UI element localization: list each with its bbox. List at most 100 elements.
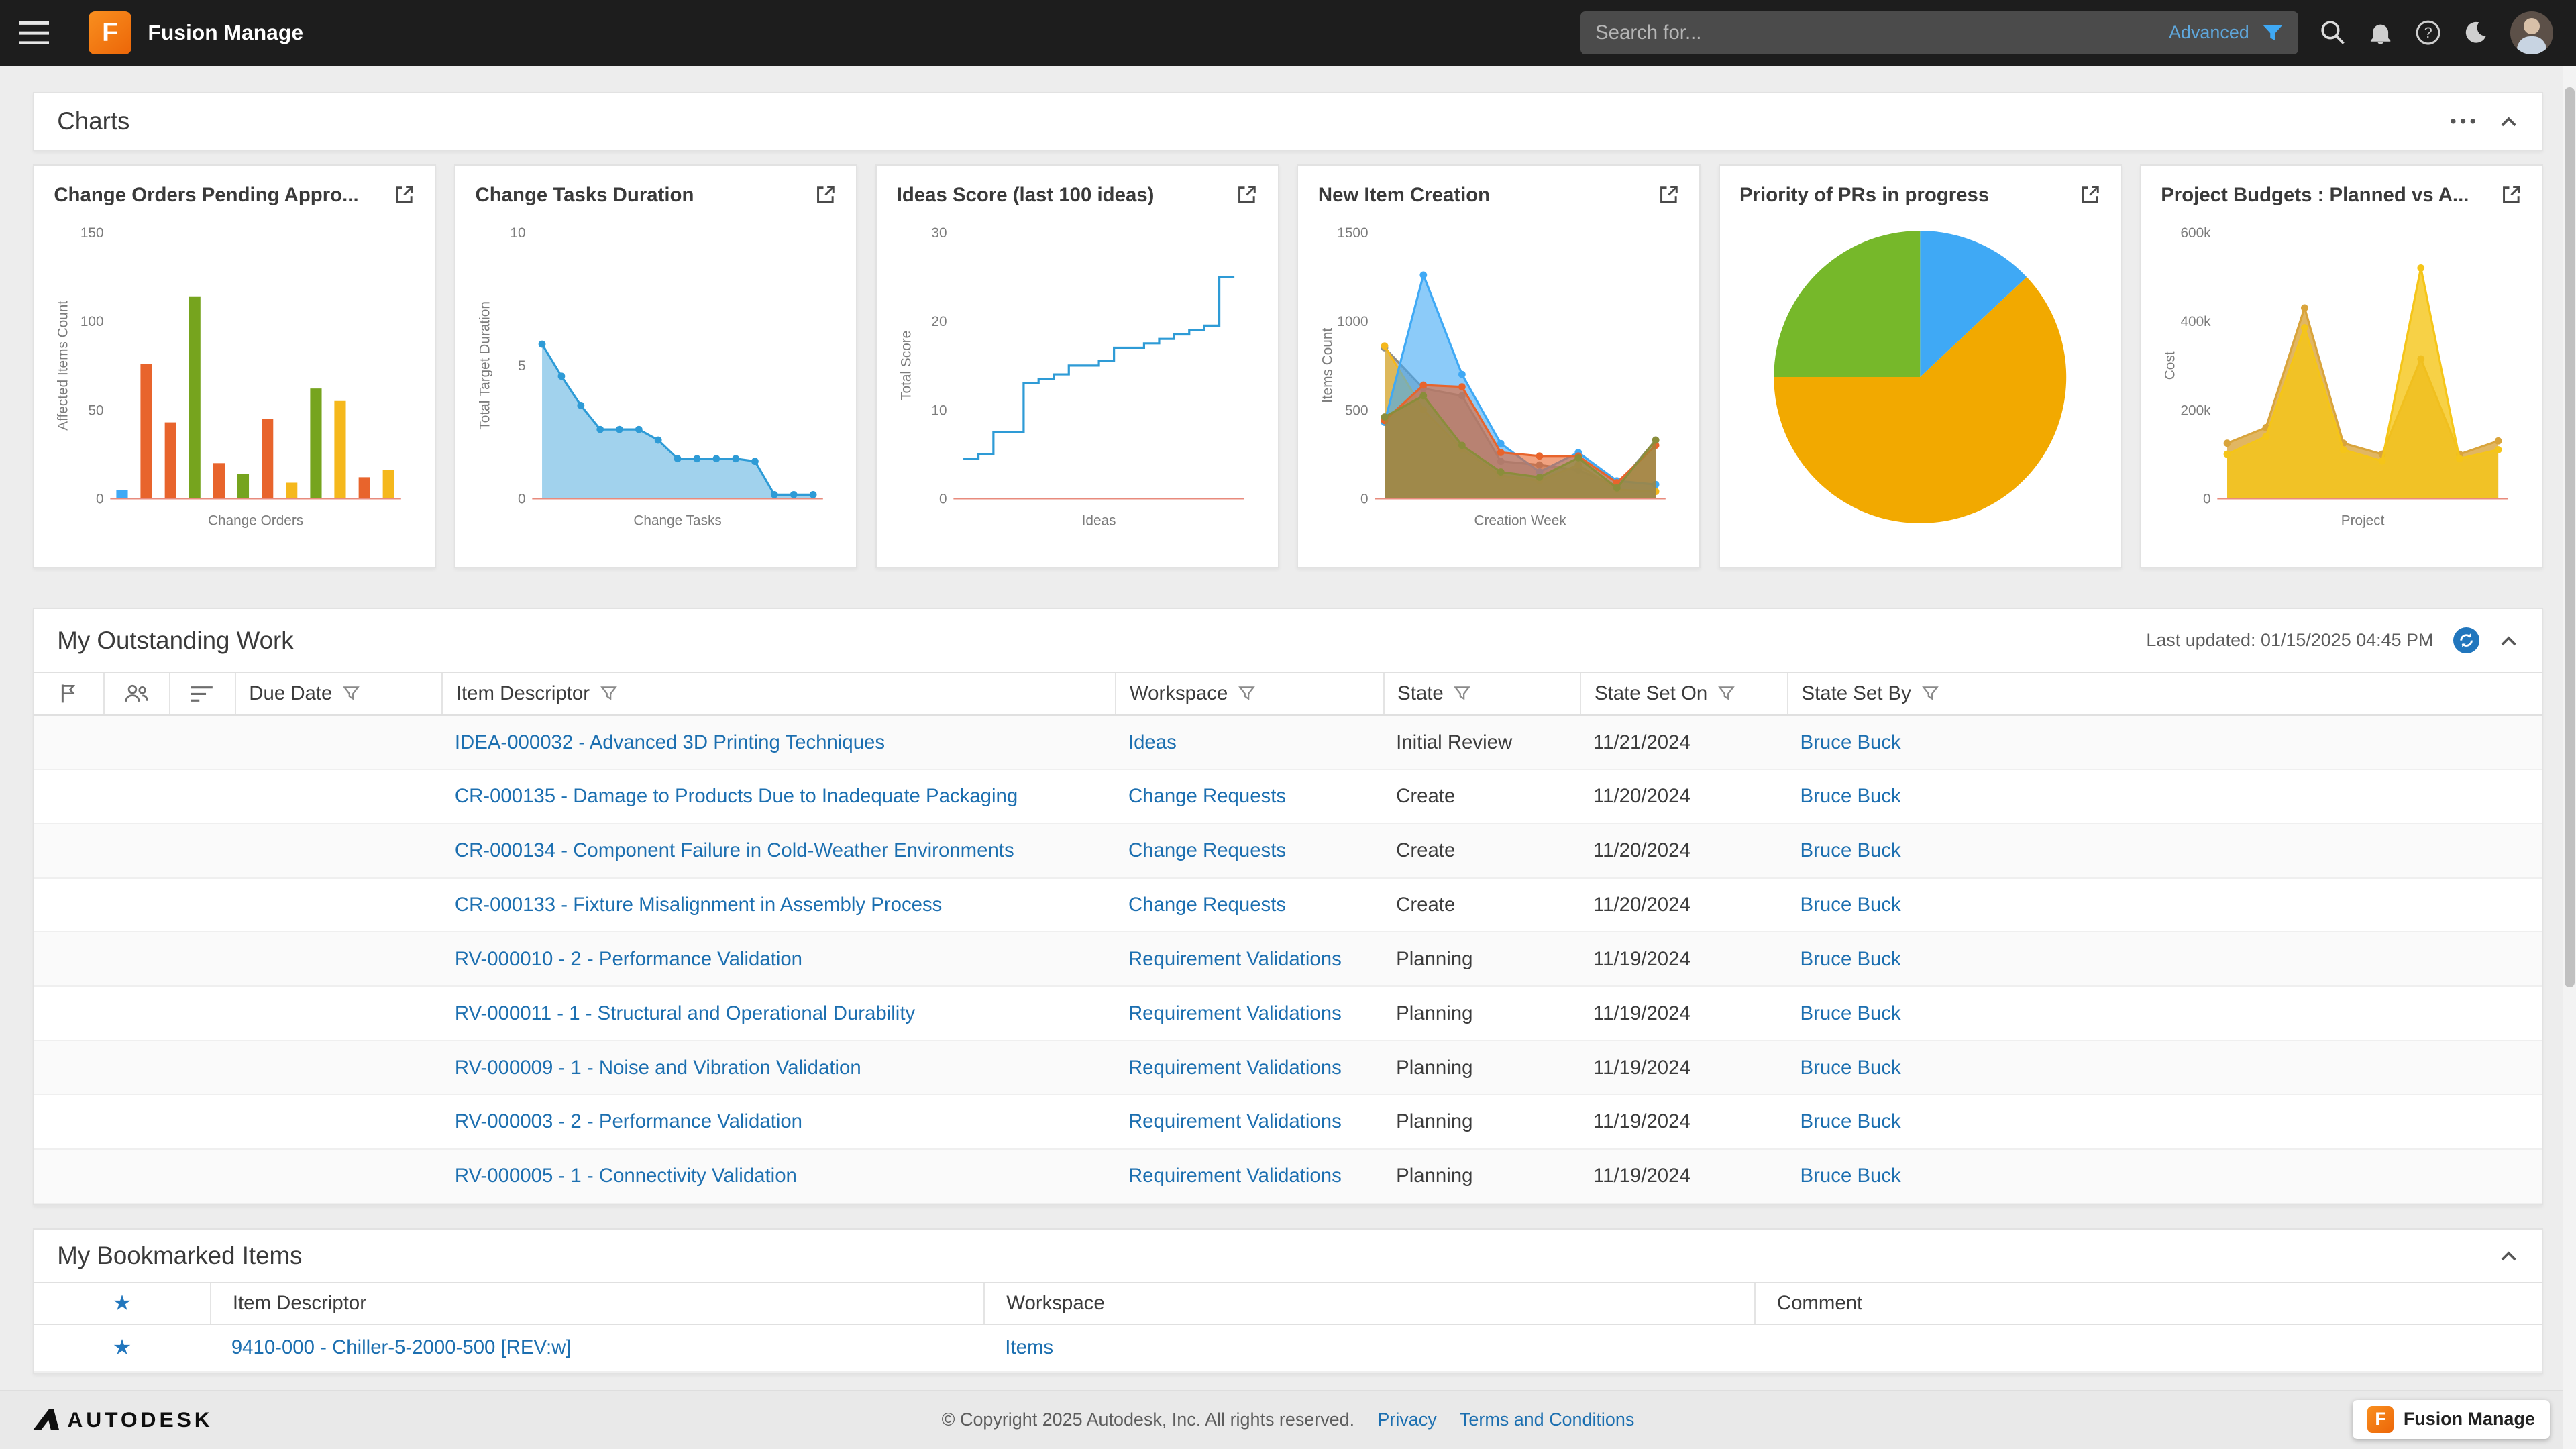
state-set-by-link[interactable]: Bruce Buck (1800, 1002, 1901, 1024)
advanced-search-link[interactable]: Advanced (2169, 22, 2249, 43)
item-descriptor-link[interactable]: CR-000133 - Fixture Misalignment in Asse… (454, 894, 943, 916)
state-cell: Planning (1396, 1110, 1473, 1133)
table-row[interactable]: RV-000010 - 2 - Performance Validation R… (34, 932, 2542, 987)
state-set-by-link[interactable]: Bruce Buck (1800, 731, 1901, 753)
open-chart-icon[interactable] (2080, 184, 2101, 205)
filter-icon[interactable] (1717, 685, 1735, 703)
open-chart-icon[interactable] (394, 184, 415, 205)
table-row[interactable]: RV-000005 - 1 - Connectivity Validation … (34, 1149, 2542, 1204)
column-workspace[interactable]: Workspace (1115, 673, 1383, 715)
workspace-link[interactable]: Requirement Validations (1128, 1165, 1342, 1187)
item-descriptor-link[interactable]: RV-000005 - 1 - Connectivity Validation (454, 1165, 797, 1187)
workspace-link[interactable]: Change Requests (1128, 839, 1287, 862)
table-row[interactable]: IDEA-000032 - Advanced 3D Printing Techn… (34, 716, 2542, 771)
chart-card: Change Tasks Duration 0 5 10 Total Target D… (454, 164, 858, 569)
svg-text:Creation Week: Creation Week (1474, 513, 1566, 529)
column-label-workspace: Workspace (1129, 682, 1228, 705)
column-bookmarked-workspace[interactable]: Workspace (983, 1283, 1754, 1324)
workspace-link[interactable]: Change Requests (1128, 894, 1287, 916)
bookmarked-item-link[interactable]: 9410-000 - Chiller-5-2000-500 [REV:w] (231, 1336, 572, 1359)
column-state[interactable]: State (1383, 673, 1580, 715)
table-row[interactable]: CR-000134 - Component Failure in Cold-We… (34, 824, 2542, 879)
filter-icon[interactable] (1453, 685, 1471, 703)
user-avatar[interactable] (2510, 11, 2553, 54)
filter-icon[interactable] (1921, 685, 1939, 703)
refresh-icon[interactable] (2453, 627, 2479, 654)
help-icon[interactable]: ? (2415, 19, 2441, 46)
charts-section-title: Charts (57, 107, 130, 136)
fusion-manage-badge[interactable]: F Fusion Manage (2352, 1399, 2550, 1440)
autodesk-logo: AUTODESK (32, 1407, 213, 1432)
workspace-link[interactable]: Ideas (1128, 731, 1177, 753)
filter-icon[interactable] (600, 685, 618, 703)
workspace-link[interactable]: Requirement Validations (1128, 1056, 1342, 1079)
table-row[interactable]: CR-000135 - Damage to Products Due to In… (34, 770, 2542, 824)
column-milestones[interactable] (168, 673, 235, 715)
more-options-icon[interactable] (2450, 118, 2476, 125)
open-chart-icon[interactable] (1658, 184, 1680, 205)
scrollbar-thumb[interactable] (2564, 87, 2575, 987)
state-set-on-cell: 11/19/2024 (1593, 1056, 1690, 1079)
svg-text:0: 0 (517, 492, 525, 507)
column-bookmarked-comment[interactable]: Comment (1754, 1283, 2542, 1324)
state-set-by-link[interactable]: Bruce Buck (1800, 1110, 1901, 1133)
open-chart-icon[interactable] (2501, 184, 2522, 205)
item-descriptor-link[interactable]: RV-000003 - 2 - Performance Validation (454, 1110, 803, 1133)
column-item-descriptor[interactable]: Item Descriptor (441, 673, 1115, 715)
theme-toggle-moon-icon[interactable] (2463, 19, 2489, 46)
column-state-set-by[interactable]: State Set By (1786, 673, 2542, 715)
table-row[interactable]: RV-000003 - 2 - Performance Validation R… (34, 1095, 2542, 1150)
last-updated-text: Last updated: 01/15/2025 04:45 PM (2146, 630, 2434, 651)
table-row[interactable]: RV-000009 - 1 - Noise and Vibration Vali… (34, 1041, 2542, 1095)
privacy-link[interactable]: Privacy (1377, 1409, 1437, 1430)
workspace-link[interactable]: Requirement Validations (1128, 947, 1342, 970)
collapse-outstanding-icon[interactable] (2499, 634, 2518, 647)
milestones-icon (191, 686, 213, 702)
collapse-bookmarked-icon[interactable] (2499, 1249, 2518, 1263)
item-descriptor-link[interactable]: CR-000134 - Component Failure in Cold-We… (454, 839, 1014, 862)
column-due-date[interactable]: Due Date (234, 673, 442, 715)
table-row[interactable]: RV-000011 - 1 - Structural and Operation… (34, 987, 2542, 1042)
collapse-charts-icon[interactable] (2499, 115, 2518, 128)
item-descriptor-link[interactable]: IDEA-000032 - Advanced 3D Printing Techn… (454, 731, 885, 753)
column-state-set-on[interactable]: State Set On (1580, 673, 1787, 715)
state-set-by-link[interactable]: Bruce Buck (1800, 894, 1901, 916)
workspace-link[interactable]: Change Requests (1128, 785, 1287, 808)
open-chart-icon[interactable] (1236, 184, 1258, 205)
state-set-on-cell: 11/19/2024 (1593, 947, 1690, 970)
bookmarked-table-header: ★ Item Descriptor Workspace Comment (34, 1282, 2542, 1325)
open-chart-icon[interactable] (815, 184, 837, 205)
workspace-link[interactable]: Requirement Validations (1128, 1002, 1342, 1024)
item-descriptor-link[interactable]: RV-000009 - 1 - Noise and Vibration Vali… (454, 1056, 861, 1079)
column-bookmark-star[interactable]: ★ (34, 1283, 210, 1324)
terms-link[interactable]: Terms and Conditions (1459, 1409, 1635, 1430)
footer-legal: © Copyright 2025 Autodesk, Inc. All righ… (942, 1409, 1635, 1430)
search-input[interactable] (1595, 21, 2156, 44)
filter-icon[interactable] (1238, 685, 1256, 703)
svg-text:50: 50 (89, 403, 104, 419)
state-set-by-link[interactable]: Bruce Buck (1800, 1165, 1901, 1187)
bookmark-star-cell[interactable]: ★ (34, 1337, 210, 1358)
state-set-by-link[interactable]: Bruce Buck (1800, 839, 1901, 862)
column-flag[interactable] (34, 673, 103, 714)
advanced-filter-icon[interactable] (2262, 24, 2284, 42)
table-row[interactable]: ★ 9410-000 - Chiller-5-2000-500 [REV:w] … (34, 1324, 2542, 1373)
column-assignees[interactable] (103, 673, 169, 715)
column-bookmarked-item[interactable]: Item Descriptor (210, 1283, 983, 1324)
state-set-by-link[interactable]: Bruce Buck (1800, 1056, 1901, 1079)
notifications-icon[interactable] (2367, 19, 2394, 46)
filter-icon[interactable] (342, 685, 360, 703)
item-descriptor-link[interactable]: RV-000011 - 1 - Structural and Operation… (454, 1002, 916, 1024)
state-set-by-link[interactable]: Bruce Buck (1800, 785, 1901, 808)
scrollbar-track[interactable] (2563, 65, 2576, 1449)
workspace-link[interactable]: Requirement Validations (1128, 1110, 1342, 1133)
table-row[interactable]: CR-000133 - Fixture Misalignment in Asse… (34, 879, 2542, 933)
bookmarked-workspace-link[interactable]: Items (1005, 1336, 1054, 1359)
search-icon[interactable] (2320, 19, 2346, 46)
item-descriptor-link[interactable]: RV-000010 - 2 - Performance Validation (454, 947, 803, 970)
menu-icon[interactable] (19, 21, 50, 45)
state-set-by-link[interactable]: Bruce Buck (1800, 947, 1901, 970)
svg-text:200k: 200k (2181, 403, 2212, 419)
item-descriptor-link[interactable]: CR-000135 - Damage to Products Due to In… (454, 785, 1018, 808)
svg-text:Total Target Duration: Total Target Duration (477, 302, 492, 431)
